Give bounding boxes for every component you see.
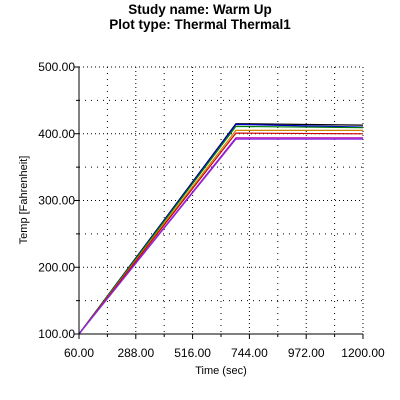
series-line-5 [78,132,364,335]
x-tick-label: 744.00 [231,346,268,360]
series-line-1 [78,123,364,335]
x-tick-label: 1200.00 [341,346,385,360]
series-line-3 [78,125,364,335]
x-tick-label: 972.00 [288,346,325,360]
y-tick-label: 400.00 [38,127,75,141]
chart-title-plot-type: Plot type: Thermal Thermal1 [109,17,291,32]
series-line-4 [78,129,363,335]
y-tick-label: 200.00 [38,260,75,274]
series-line-7 [78,138,363,335]
y-tick-label: 100.00 [38,327,75,341]
x-tick-label: 288.00 [117,346,154,360]
x-tick-label: 60.00 [64,346,94,360]
y-tick-label: 300.00 [38,194,75,208]
x-axis-label: Time (sec) [195,365,247,377]
y-axis-label: Temp [Fahrenheit] [18,156,30,245]
y-tick-label: 500.00 [38,60,75,74]
x-tick-label: 516.00 [174,346,211,360]
chart-title-study-name: Study name: Warm Up [128,2,272,17]
